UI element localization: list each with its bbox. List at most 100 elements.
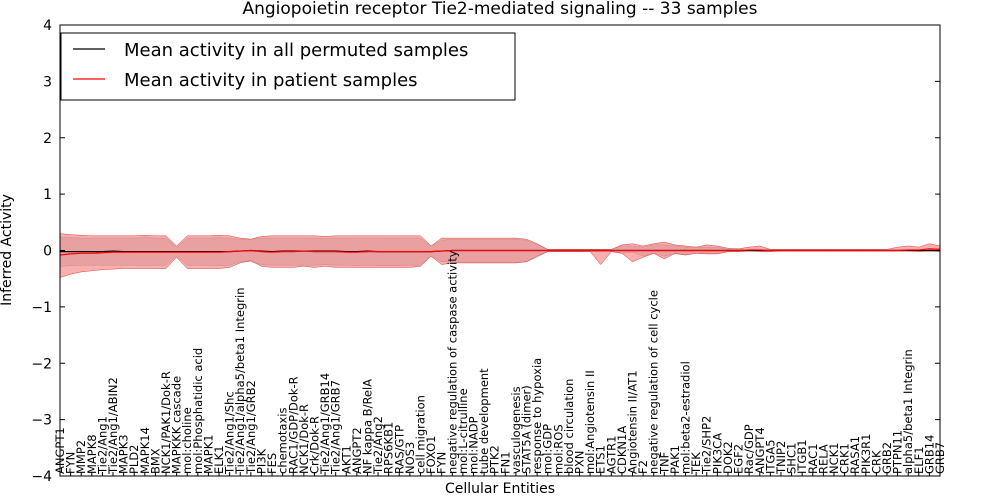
x-tick-label: ELF1	[912, 446, 926, 474]
x-tick-label: response to hypoxia	[530, 358, 544, 474]
x-tick-label: CDKN1A	[615, 426, 629, 474]
x-tick-label: ETS1	[594, 445, 608, 474]
x-tick-label: CRK	[869, 450, 883, 474]
x-tick-label: Tie2/Ang1/Shc	[223, 391, 237, 475]
x-tick-label: mol:GDP	[541, 424, 555, 474]
x-tick-label: mol:beta2-estradiol	[679, 361, 693, 474]
line-patient	[59, 248, 941, 256]
x-tick-label: negative regulation of caspase activity	[445, 250, 459, 474]
x-tick-label: blood circulation	[562, 379, 576, 474]
x-tick-label: negative regulation of cell cycle	[647, 290, 661, 474]
x-tick-label: vasculogenesis	[509, 386, 523, 474]
x-tick-label: mol:ROS	[551, 424, 565, 474]
x-axis-tick-labels: ANGPT1FYNMMP2MAPK8Tie2/Ang1Tie2/Ang1/ABI…	[53, 250, 947, 476]
y-tick-label: −1	[31, 300, 52, 316]
x-tick-label: FOXO1	[424, 436, 438, 474]
y-axis-label: Inferred Activity	[0, 194, 15, 306]
x-tick-label: EGF2	[732, 444, 746, 474]
x-tick-label: mol:NADP	[466, 416, 480, 474]
y-tick-label: 0	[43, 244, 52, 260]
legend-label-patient: Mean activity in patient samples	[124, 70, 418, 91]
x-tick-label: MAPK1	[201, 434, 215, 474]
y-tick-label: −4	[31, 469, 52, 485]
x-tick-label: mol:Angiotensin II	[583, 370, 597, 474]
legend-box	[60, 32, 516, 101]
x-tick-label: Crk/Dok-R	[307, 416, 321, 474]
x-tick-label: alpha5/beta1 Integrin	[901, 349, 915, 474]
x-tick-label: PIK3CA	[710, 433, 724, 474]
x-tick-label: Tie2/Ang2	[371, 416, 385, 475]
x-tick-label: tube development	[477, 368, 491, 474]
x-tick-label: Tie2/SHP2	[700, 416, 714, 475]
y-tick-label: 1	[43, 187, 52, 203]
x-tick-label: FN1	[498, 451, 512, 474]
x-tick-label: RELA	[816, 444, 830, 474]
series-lines	[59, 248, 941, 256]
x-tick-label: MAPK3	[117, 434, 131, 474]
x-tick-label: ANGPT4	[753, 427, 767, 474]
y-tick-label: −3	[31, 413, 52, 429]
x-tick-label: TNIP2	[774, 441, 788, 475]
x-tick-label: MAPK14	[138, 427, 152, 474]
x-tick-label: PTK2	[488, 445, 502, 474]
x-tick-label: MMP2	[74, 440, 88, 474]
x-tick-label: NF kappa B/RelA	[360, 379, 374, 474]
y-tick-label: −2	[31, 356, 52, 372]
x-tick-label: BMX	[148, 448, 162, 474]
x-axis-label: Cellular Entities	[445, 481, 555, 497]
y-tick-label: 2	[43, 131, 52, 147]
x-tick-label: Angiotensin II/AT1	[626, 370, 640, 474]
y-tick-label: 4	[43, 18, 52, 34]
x-tick-label: PIK3R1	[859, 434, 873, 475]
x-tick-label: ELK1	[212, 445, 226, 474]
x-tick-label: GRB2	[880, 442, 894, 474]
x-tick-label: NCK1/Dok-R	[297, 404, 311, 474]
x-tick-label: mol:L-citrulline	[456, 388, 470, 474]
x-tick-label: PXN	[573, 451, 587, 474]
x-tick-label: Tie2/Ang1	[95, 416, 109, 475]
x-tick-label: mol:choline	[180, 407, 194, 474]
y-tick-label: 3	[43, 74, 52, 90]
x-tick-label: PTPN11	[891, 430, 905, 474]
x-tick-label: NOS3	[403, 442, 417, 474]
x-tick-label: NCK1/PAK1/Dok-R	[159, 371, 173, 474]
x-tick-label: GRB7	[933, 442, 947, 474]
x-tick-label: chemotaxis	[276, 408, 290, 474]
x-tick-label: SHC1	[785, 443, 799, 474]
x-tick-label: RAC1/GDP/Dok-R	[286, 376, 300, 474]
x-tick-label: RAS/GTP	[392, 425, 406, 474]
x-tick-label: STAT5A (dimer)	[520, 385, 534, 474]
x-tick-label: FES	[265, 453, 279, 474]
x-tick-label: RAC1	[806, 443, 820, 474]
x-tick-label: RPS6KB1	[382, 422, 396, 474]
x-tick-label: ITGB1	[795, 439, 809, 474]
x-tick-label: DOK2	[721, 441, 735, 474]
x-tick-label: PI3K	[254, 448, 268, 474]
x-tick-label: Tie2/Ang1/GRB7	[329, 380, 343, 475]
x-tick-label: AGTR1	[604, 436, 618, 475]
x-tick-label: NCK1	[827, 443, 841, 475]
x-tick-label: Rac/GDP	[742, 424, 756, 474]
x-tick-label: PAK1	[668, 445, 682, 474]
x-tick-label: AKT1	[339, 445, 353, 474]
legend: Mean activity in all permuted samples Me…	[60, 32, 516, 101]
x-tick-label: FYN	[64, 452, 78, 474]
x-tick-label: RASA1	[848, 436, 862, 474]
x-tick-label: CRK1	[838, 443, 852, 474]
x-tick-label: Tie2/Ang1/GRB2	[244, 380, 258, 475]
legend-label-permuted: Mean activity in all permuted samples	[124, 40, 468, 61]
x-tick-label: ANGPT2	[350, 427, 364, 474]
x-tick-label: ANGPT1	[53, 427, 67, 474]
x-tick-label: F2	[636, 460, 650, 474]
x-tick-label: Tie2/Ang1/GRB14	[318, 373, 332, 475]
x-tick-label: FYN	[435, 452, 449, 474]
band-patient	[59, 233, 941, 278]
y-axis-ticks: 4 3 2 1 0 −1 −2 −3 −4	[31, 18, 940, 485]
x-tick-label: cell migration	[413, 395, 427, 474]
x-tick-label: ITGA5	[763, 439, 777, 474]
x-tick-label: TNF	[657, 452, 671, 475]
x-tick-label: GRB14	[922, 435, 936, 474]
x-tick-label: TEK	[689, 452, 703, 475]
x-tick-label: Tie2/Ang1/alpha5/beta1 Integrin	[233, 287, 247, 475]
